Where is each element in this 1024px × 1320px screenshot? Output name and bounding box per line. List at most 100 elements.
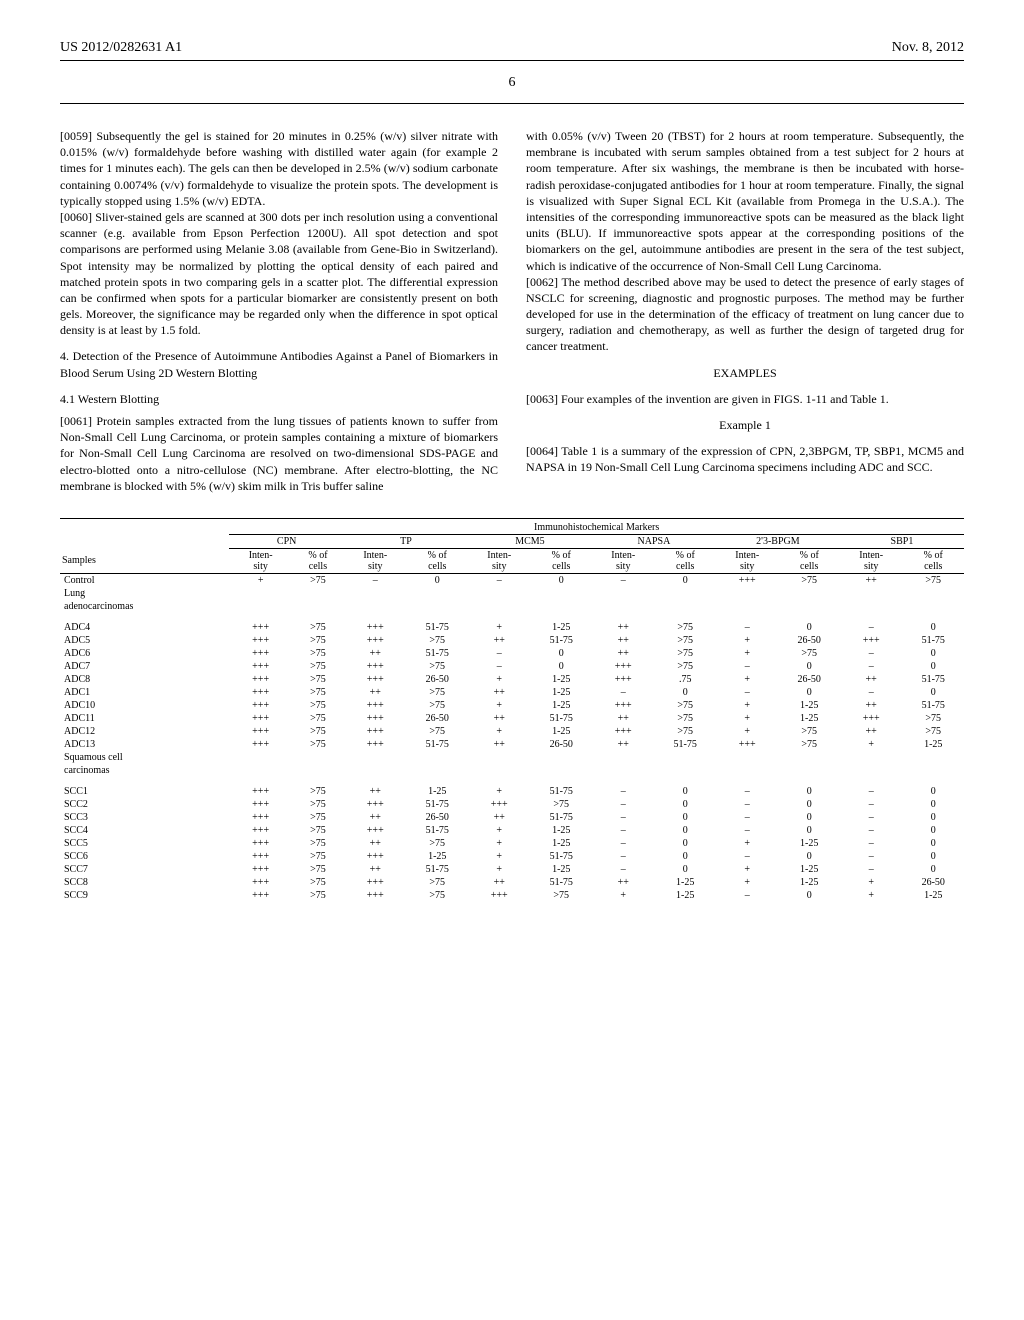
table-cell: 26-50 <box>779 673 840 686</box>
table-row-sample: ADC6 <box>60 647 229 660</box>
para-0064: [0064] Table 1 is a summary of the expre… <box>526 443 964 475</box>
table-cell: >75 <box>292 811 344 824</box>
table-cell: >75 <box>407 725 468 738</box>
table-cell: >75 <box>292 725 344 738</box>
table-cell: – <box>840 647 903 660</box>
table-cell: – <box>344 573 407 587</box>
marker-header-2'3-bpgm: 2'3-BPGM <box>716 534 840 548</box>
table-cell: +++ <box>229 621 292 634</box>
header-rule <box>60 60 964 61</box>
group-label: Lung <box>60 587 229 600</box>
table-row-sample: ADC4 <box>60 621 229 634</box>
table-cell: >75 <box>292 712 344 725</box>
table-cell: – <box>592 573 655 587</box>
col-percent: % ofcells <box>531 548 592 573</box>
table-cell: + <box>229 573 292 587</box>
table-cell: – <box>716 850 779 863</box>
table-cell: +++ <box>229 686 292 699</box>
table-cell: 0 <box>903 621 965 634</box>
table-cell: ++ <box>344 686 407 699</box>
table-cell: 1-25 <box>779 712 840 725</box>
table-cell: + <box>468 850 531 863</box>
table-cell: 0 <box>903 863 965 876</box>
table-head: Immunohistochemical MarkersCPNTPMCM5NAPS… <box>60 518 964 573</box>
table-cell: ++ <box>840 725 903 738</box>
table-cell: >75 <box>903 712 965 725</box>
table-cell: 0 <box>531 647 592 660</box>
group-label: Squamous cell <box>60 751 229 764</box>
table-cell: >75 <box>292 850 344 863</box>
table-cell: +++ <box>344 712 407 725</box>
table-cell: >75 <box>407 660 468 673</box>
table-cell: 0 <box>779 785 840 798</box>
table-cell: – <box>840 850 903 863</box>
page-number: 6 <box>60 75 964 91</box>
table-cell: – <box>840 837 903 850</box>
table-cell: – <box>716 686 779 699</box>
table-cell: 1-25 <box>407 850 468 863</box>
table-cell: >75 <box>655 621 716 634</box>
table-cell: 0 <box>903 647 965 660</box>
table-row-sample: SCC3 <box>60 811 229 824</box>
table-cell: 1-25 <box>779 837 840 850</box>
table-cell: >75 <box>292 647 344 660</box>
table-cell: +++ <box>229 798 292 811</box>
table-cell: +++ <box>344 798 407 811</box>
table-cell: >75 <box>292 785 344 798</box>
table-cell: – <box>840 785 903 798</box>
example-1-title: Example 1 <box>526 417 964 433</box>
table-cell: – <box>716 660 779 673</box>
table-cell: +++ <box>229 863 292 876</box>
table-cell: 51-75 <box>407 798 468 811</box>
table-cell: 0 <box>407 573 468 587</box>
col-intensity: Inten-sity <box>344 548 407 573</box>
table-cell: – <box>840 863 903 876</box>
table-cell: >75 <box>903 573 965 587</box>
table-row-sample: ADC12 <box>60 725 229 738</box>
table-cell: 0 <box>655 863 716 876</box>
table-cell: 0 <box>531 573 592 587</box>
table-cell: – <box>840 798 903 811</box>
col-percent: % ofcells <box>407 548 468 573</box>
table-cell: 0 <box>779 621 840 634</box>
marker-header-tp: TP <box>344 534 468 548</box>
col-percent: % ofcells <box>779 548 840 573</box>
table-cell: +++ <box>229 785 292 798</box>
table-cell: ++ <box>344 811 407 824</box>
col-intensity: Inten-sity <box>468 548 531 573</box>
table-super-header: Immunohistochemical Markers <box>229 521 964 535</box>
table-row-sample: ADC5 <box>60 634 229 647</box>
table-row-sample: SCC5 <box>60 837 229 850</box>
table-cell: >75 <box>407 837 468 850</box>
right-column: with 0.05% (v/v) Tween 20 (TBST) for 2 h… <box>526 128 964 494</box>
table-cell: 0 <box>903 850 965 863</box>
table-cell: +++ <box>344 738 407 751</box>
table-cell: >75 <box>655 647 716 660</box>
table-cell: +++ <box>229 725 292 738</box>
table-cell: – <box>592 824 655 837</box>
table-cell: 51-75 <box>407 863 468 876</box>
table-cell: ++ <box>840 573 903 587</box>
marker-header-mcm5: MCM5 <box>468 534 592 548</box>
pub-date: Nov. 8, 2012 <box>892 40 964 56</box>
table-cell: 0 <box>655 785 716 798</box>
table-cell: 1-25 <box>903 889 965 902</box>
left-column: [0059] Subsequently the gel is stained f… <box>60 128 498 494</box>
table-cell: – <box>716 785 779 798</box>
table-cell: +++ <box>344 876 407 889</box>
table-cell: – <box>592 798 655 811</box>
table-cell: + <box>716 712 779 725</box>
table-cell: + <box>716 634 779 647</box>
table-cell: 0 <box>779 824 840 837</box>
table-cell: >75 <box>655 699 716 712</box>
table-cell: +++ <box>344 889 407 902</box>
table-cell: 26-50 <box>531 738 592 751</box>
table-cell: 1-25 <box>531 699 592 712</box>
table-cell: 1-25 <box>531 863 592 876</box>
table-cell: + <box>468 837 531 850</box>
table-cell: 0 <box>903 811 965 824</box>
table-cell: >75 <box>292 876 344 889</box>
table-cell: – <box>716 824 779 837</box>
table-cell: 1-25 <box>779 863 840 876</box>
table-cell: + <box>840 876 903 889</box>
